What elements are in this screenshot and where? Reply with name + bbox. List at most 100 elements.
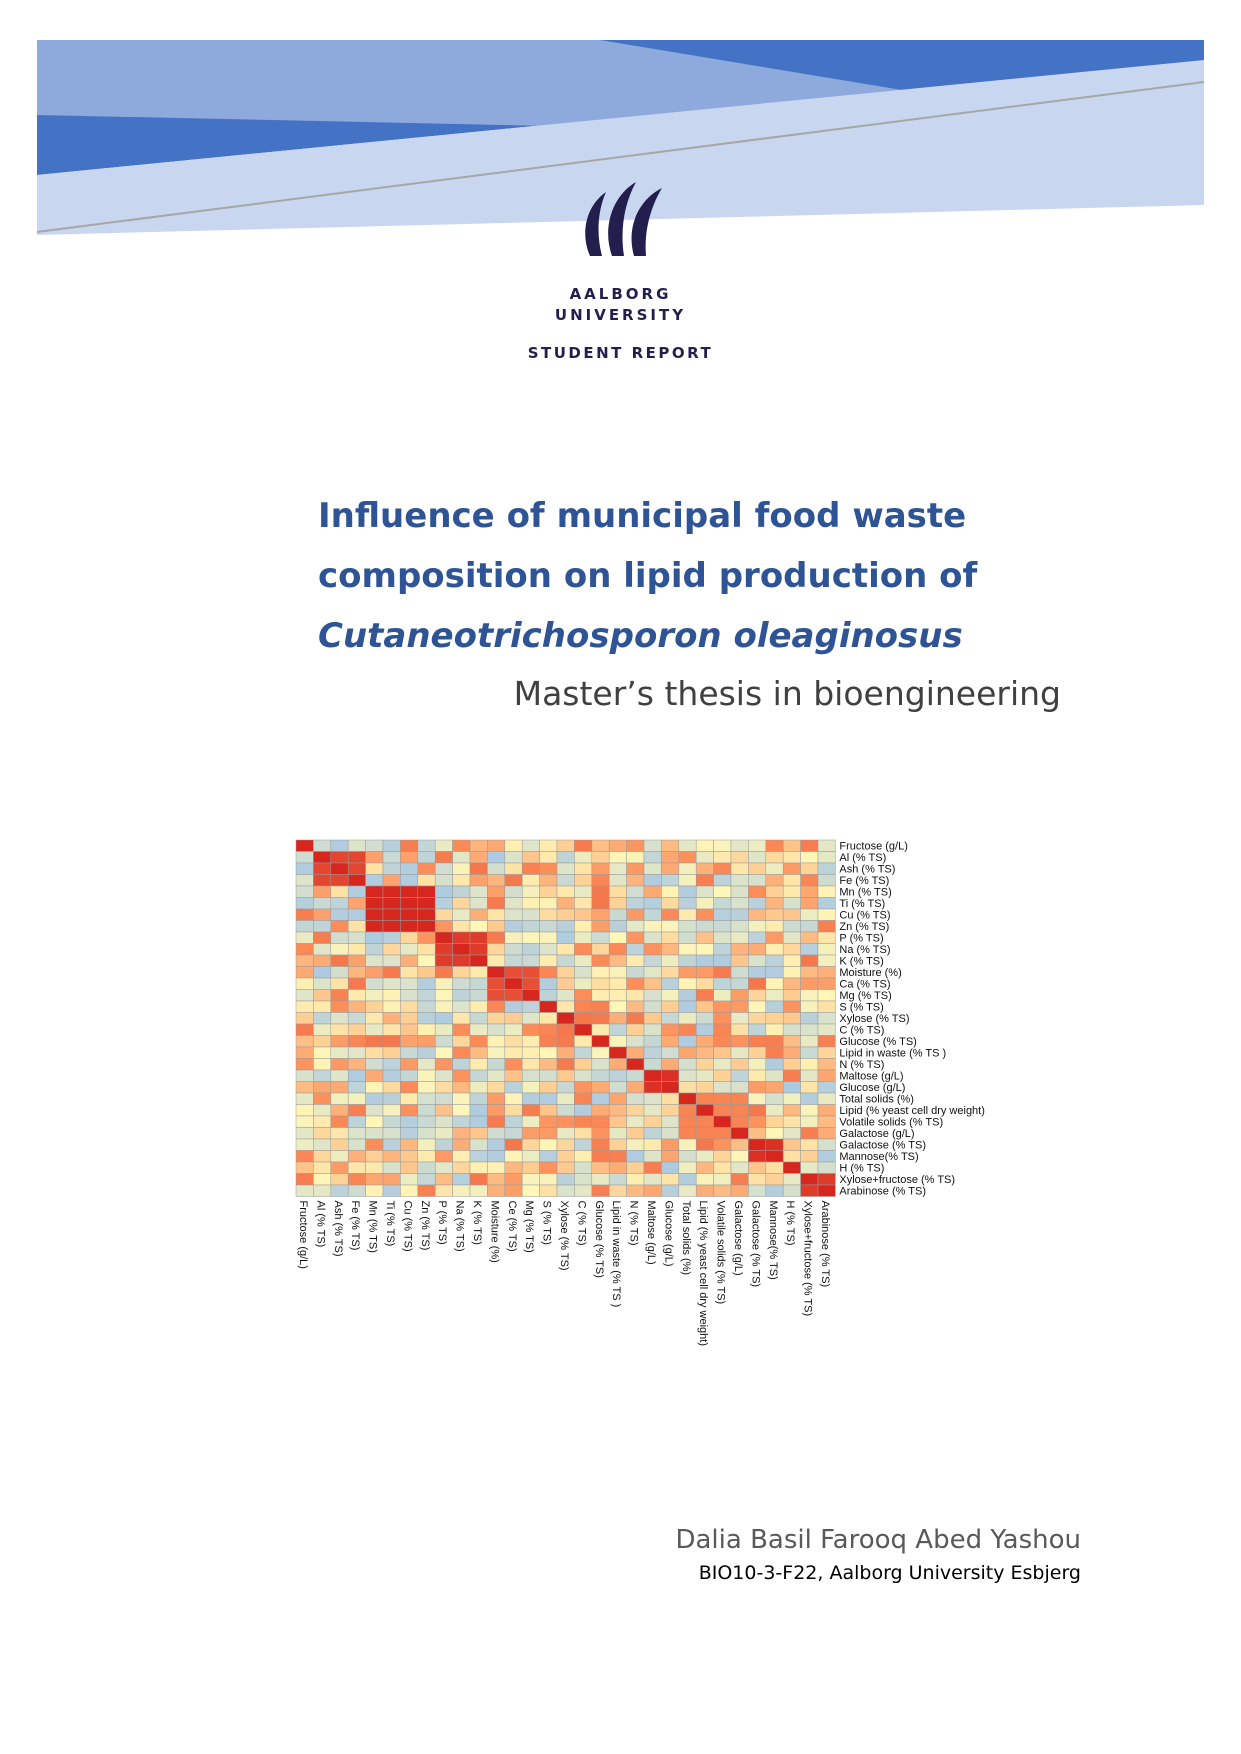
heatmap-column-label: Cu (% TS) [401, 1201, 413, 1252]
heatmap-cell [487, 1104, 506, 1117]
heatmap-column-label: Fe (% TS) [349, 1201, 361, 1251]
heatmap-cell [678, 874, 697, 887]
heatmap-cell [556, 1081, 575, 1094]
heatmap-cell [643, 1104, 662, 1117]
heatmap-cell [295, 1115, 314, 1128]
heatmap-cell [748, 862, 767, 875]
heatmap-cell [452, 1023, 471, 1036]
heatmap-cell [713, 851, 732, 864]
heatmap-cell [487, 1058, 506, 1071]
heatmap-cell [765, 943, 784, 956]
heatmap-cell [678, 1161, 697, 1174]
heatmap-cell [591, 1069, 610, 1082]
heatmap-cell [678, 943, 697, 956]
heatmap-cell [748, 1058, 767, 1071]
heatmap-cell [713, 1115, 732, 1128]
heatmap-cell [469, 839, 488, 852]
heatmap-cell [678, 977, 697, 990]
heatmap-cell [295, 943, 314, 956]
heatmap-cell [330, 966, 349, 979]
heatmap-cell [556, 1000, 575, 1013]
heatmap-cell [800, 989, 819, 1002]
heatmap-cell [382, 1150, 401, 1163]
heatmap-cell [417, 1092, 436, 1105]
heatmap-cell [504, 1138, 523, 1151]
heatmap-cell [400, 885, 419, 898]
heatmap-cell [434, 851, 453, 864]
heatmap-cell [487, 1150, 506, 1163]
author-name: Dalia Basil Farooq Abed Yashou [675, 1525, 1081, 1555]
heatmap-cell [556, 1069, 575, 1082]
heatmap-cell [417, 1046, 436, 1059]
heatmap-column-label: Na (% TS) [454, 1201, 466, 1252]
heatmap-cell [574, 1081, 593, 1094]
heatmap-cell [574, 1138, 593, 1151]
heatmap-cell [748, 943, 767, 956]
heatmap-cell [347, 1023, 366, 1036]
heatmap-cell [695, 977, 714, 990]
heatmap-cell [469, 908, 488, 921]
heatmap-cell [591, 1184, 610, 1197]
heatmap-cell [539, 1081, 558, 1094]
heatmap-cell [591, 1035, 610, 1048]
heatmap-cell [330, 851, 349, 864]
heatmap-cell [313, 1127, 332, 1140]
heatmap-cell [765, 1138, 784, 1151]
heatmap-cell [400, 1115, 419, 1128]
heatmap-cell [626, 1150, 645, 1163]
heatmap-cell [295, 1000, 314, 1013]
heatmap-cell [748, 1161, 767, 1174]
heatmap-cell [730, 874, 749, 887]
heatmap-cell [417, 977, 436, 990]
heatmap-cell [452, 989, 471, 1002]
heatmap-cell [782, 851, 801, 864]
heatmap-cell [730, 1058, 749, 1071]
heatmap-cell [608, 1092, 627, 1105]
author-affiliation: BIO10-3-F22, Aalborg University Esbjerg [698, 1562, 1081, 1584]
heatmap-cell [452, 1161, 471, 1174]
heatmap-cell [591, 874, 610, 887]
heatmap-cell [365, 874, 384, 887]
heatmap-cell [730, 1150, 749, 1163]
heatmap-row-label: Mn (% TS) [839, 887, 891, 899]
heatmap-cell [469, 989, 488, 1002]
heatmap-cell [695, 989, 714, 1002]
heatmap-cell [748, 874, 767, 887]
heatmap-cell [800, 1081, 819, 1094]
heatmap-cell [678, 1058, 697, 1071]
heatmap-cell [591, 1023, 610, 1036]
heatmap-cell [817, 1092, 836, 1105]
heatmap-cell [365, 1150, 384, 1163]
heatmap-cell [434, 943, 453, 956]
heatmap-cell [713, 920, 732, 933]
heatmap-cell [782, 954, 801, 967]
heatmap-cell [574, 1104, 593, 1117]
heatmap-cell [521, 1000, 540, 1013]
heatmap-cell [678, 1046, 697, 1059]
heatmap-cell [800, 943, 819, 956]
heatmap-cell [574, 851, 593, 864]
heatmap-cell [434, 1173, 453, 1186]
heatmap-cell [817, 977, 836, 990]
heatmap-cell [730, 977, 749, 990]
heatmap-cell [504, 1092, 523, 1105]
heatmap-cell [608, 966, 627, 979]
heatmap-cell [591, 1173, 610, 1186]
heatmap-cell [748, 1081, 767, 1094]
heatmap-cell [765, 966, 784, 979]
heatmap-cell [313, 1173, 332, 1186]
heatmap-cell [330, 897, 349, 910]
heatmap-cell [643, 839, 662, 852]
heatmap-cell [574, 1069, 593, 1082]
heatmap-cell [382, 931, 401, 944]
heatmap-cell [313, 1184, 332, 1197]
heatmap-cell [574, 977, 593, 990]
heatmap-cell [643, 1127, 662, 1140]
heatmap-cell [521, 851, 540, 864]
heatmap-cell [382, 989, 401, 1002]
heatmap-cell [469, 977, 488, 990]
heatmap-cell [626, 874, 645, 887]
heatmap-cell [730, 931, 749, 944]
heatmap-column-label: Lipid in waste (% TS ) [610, 1201, 622, 1308]
heatmap-cell [748, 920, 767, 933]
